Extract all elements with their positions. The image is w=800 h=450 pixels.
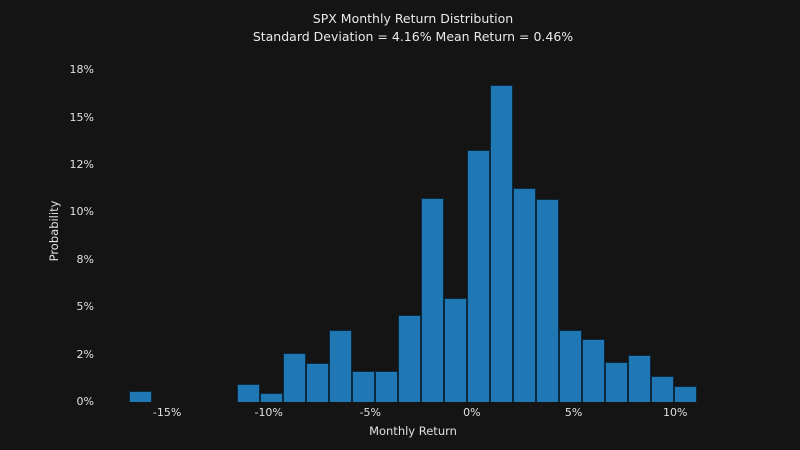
chart-title-block: SPX Monthly Return Distribution Standard… [100,10,726,46]
y-tick-label: 2% [76,347,94,361]
chart-subtitle: Standard Deviation = 4.16% Mean Return =… [252,29,574,44]
histogram-bar [513,187,537,402]
histogram-bar [674,385,698,402]
histogram-bar [236,384,260,402]
x-tick-label: 0% [463,406,481,419]
histogram-bar [466,149,490,402]
x-tick-label: -15% [152,406,182,419]
x-axis-ticks: -15% -10% -5% 0% 5% 10% [100,406,726,422]
histogram-bar [559,329,582,402]
y-axis-ticks: 0% 2% 5% 8% 10% 12% 15% 18% [0,60,94,408]
y-tick-label: 8% [76,252,94,266]
histogram-bar [536,199,559,402]
histogram-bar [282,352,306,402]
histogram-bar [305,363,329,402]
y-tick-label: 10% [69,205,94,219]
x-axis-label: Monthly Return [369,424,457,438]
histogram-bar [351,370,375,402]
histogram-bar [420,198,444,402]
y-tick-label: 15% [69,110,94,124]
histogram-bar [605,362,629,402]
x-tick-label: 10% [662,406,688,419]
x-tick-label: -10% [254,406,283,419]
histogram-bar [328,329,352,402]
histogram-bar [651,376,675,402]
x-tick-label: 5% [564,406,583,419]
histogram-bar [582,339,606,402]
chart-title: SPX Monthly Return Distribution [312,11,514,26]
histogram-bar [129,390,153,402]
histogram-bar [628,354,652,402]
histogram-bar [259,392,283,402]
histogram-bar [397,314,421,402]
y-tick-label: 18% [69,63,94,77]
y-tick-label: 0% [76,395,94,408]
histogram-bar [374,370,398,402]
y-tick-label: 5% [76,300,94,314]
plot-area [100,60,726,402]
histogram-bar [444,297,467,402]
histogram-bar [489,85,513,402]
x-tick-label: -5% [359,406,381,419]
y-tick-label: 12% [69,157,94,171]
